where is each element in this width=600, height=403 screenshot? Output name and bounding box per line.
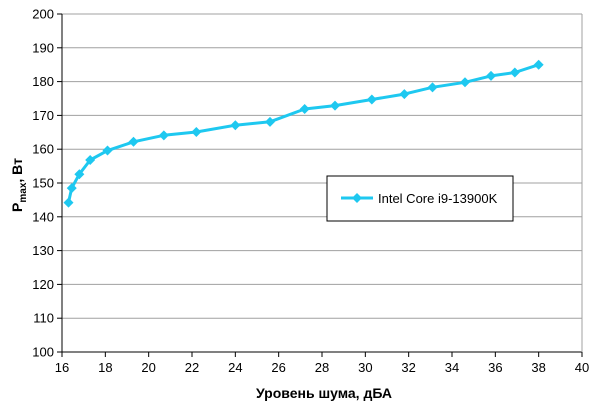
data-point [299,103,310,114]
y-tick-label-120: 120 [32,277,54,292]
data-point [74,169,85,180]
x-tick-label-16: 16 [55,360,69,375]
x-tick-label-34: 34 [445,360,459,375]
data-point [191,126,202,137]
x-tick-label-30: 30 [358,360,372,375]
data-point [230,120,241,131]
x-tick-label-32: 32 [401,360,415,375]
data-point [533,59,544,70]
data-point [427,82,438,93]
legend-label: Intel Core i9-13900K [378,191,498,206]
data-point [486,70,496,81]
data-point [366,94,377,105]
data-point [158,130,169,141]
legend: Intel Core i9-13900K [326,175,514,222]
x-tick-label-26: 26 [271,360,285,375]
data-point [399,89,410,100]
data-point [63,197,74,208]
x-tick-label-38: 38 [531,360,545,375]
y-axis-label-unit: , Вт [9,158,25,183]
y-tick-label-170: 170 [32,108,54,123]
y-tick-label-110: 110 [33,311,54,326]
y-tick-label-150: 150 [32,176,54,191]
y-tick-label-180: 180 [32,74,54,89]
data-point [66,183,77,194]
data-point [102,145,113,156]
data-point [460,77,470,88]
x-tick-label-28: 28 [315,360,329,375]
x-tick-label-40: 40 [575,360,589,375]
y-tick-label-200: 200 [32,7,54,22]
y-tick-labels: 100 110 120 130 140 150 160 170 180 190 200 [32,7,62,360]
data-point [85,155,96,166]
y-tick-label-190: 190 [32,40,54,55]
y-axis-label-sub: max [18,182,29,202]
x-tick-label-36: 36 [488,360,502,375]
y-tick-label-100: 100 [32,345,54,360]
y-tick-label-140: 140 [32,209,54,224]
x-axis-label: Уровень шума, дБА [256,385,392,401]
y-tick-label-160: 160 [32,142,54,157]
x-tick-label-20: 20 [141,360,155,375]
x-tick-labels: 16 18 20 22 24 26 28 30 32 34 36 38 40 [55,352,589,375]
data-point [265,116,275,127]
x-tick-label-22: 22 [185,360,199,375]
data-point [330,100,340,111]
grid-lines [62,13,582,319]
x-tick-label-18: 18 [98,360,112,375]
data-point [509,67,520,78]
y-tick-label-130: 130 [32,243,54,258]
y-axis-label: Pmax, Вт [9,158,29,212]
series-layer [63,59,544,208]
legend-marker-swatch [352,193,362,203]
data-point [128,136,139,147]
x-tick-label-24: 24 [228,360,242,375]
y-axis-label-main: P [9,203,25,212]
